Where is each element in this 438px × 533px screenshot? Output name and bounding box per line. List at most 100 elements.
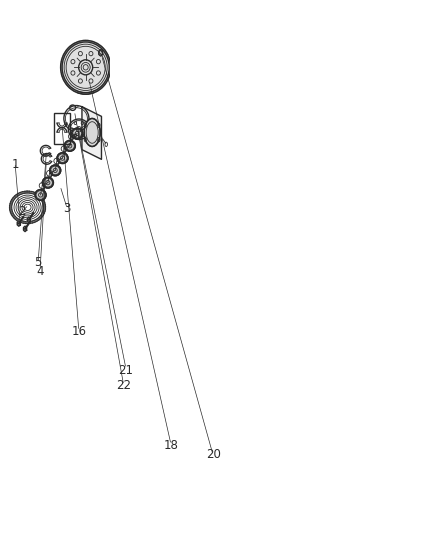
Polygon shape — [89, 92, 91, 94]
Polygon shape — [10, 203, 12, 205]
Polygon shape — [10, 209, 12, 211]
Polygon shape — [68, 47, 71, 49]
Polygon shape — [31, 191, 32, 193]
Polygon shape — [97, 44, 99, 46]
Polygon shape — [34, 220, 35, 222]
Text: 22: 22 — [116, 379, 131, 392]
Polygon shape — [76, 91, 78, 93]
Text: 1: 1 — [11, 158, 19, 171]
Polygon shape — [82, 41, 84, 42]
Polygon shape — [18, 220, 21, 222]
Polygon shape — [106, 54, 108, 56]
Polygon shape — [43, 210, 45, 212]
Polygon shape — [71, 88, 73, 90]
Polygon shape — [42, 200, 44, 202]
Polygon shape — [71, 44, 73, 46]
Polygon shape — [91, 92, 93, 93]
Polygon shape — [43, 204, 46, 205]
Polygon shape — [61, 69, 62, 71]
Polygon shape — [73, 43, 75, 45]
Polygon shape — [98, 88, 100, 90]
Polygon shape — [90, 41, 92, 43]
Polygon shape — [109, 64, 111, 66]
Ellipse shape — [62, 42, 109, 93]
Polygon shape — [35, 193, 36, 195]
Polygon shape — [67, 84, 68, 86]
Polygon shape — [102, 84, 104, 86]
Polygon shape — [61, 63, 62, 64]
Polygon shape — [22, 191, 23, 193]
Text: 2: 2 — [18, 205, 26, 218]
Polygon shape — [64, 53, 66, 55]
Polygon shape — [42, 212, 45, 214]
Polygon shape — [63, 77, 64, 79]
Polygon shape — [105, 81, 106, 83]
Polygon shape — [11, 199, 14, 201]
Ellipse shape — [64, 140, 75, 151]
Polygon shape — [13, 197, 15, 199]
Polygon shape — [108, 58, 110, 60]
Text: 21: 21 — [118, 364, 133, 377]
Polygon shape — [88, 92, 89, 94]
Polygon shape — [11, 213, 13, 214]
Polygon shape — [63, 55, 65, 57]
Polygon shape — [43, 202, 45, 204]
Polygon shape — [67, 49, 69, 50]
Text: 4: 4 — [36, 265, 44, 278]
Polygon shape — [68, 85, 70, 87]
Polygon shape — [30, 222, 31, 223]
Polygon shape — [12, 215, 14, 216]
Polygon shape — [15, 217, 17, 220]
Polygon shape — [86, 41, 88, 42]
Polygon shape — [109, 66, 111, 67]
Polygon shape — [10, 205, 12, 206]
Polygon shape — [95, 90, 96, 92]
Polygon shape — [109, 68, 111, 69]
Polygon shape — [109, 72, 110, 74]
Polygon shape — [103, 49, 105, 51]
Polygon shape — [102, 47, 103, 50]
Polygon shape — [61, 61, 63, 62]
Polygon shape — [17, 221, 20, 226]
Polygon shape — [85, 41, 86, 42]
Ellipse shape — [84, 118, 100, 147]
Polygon shape — [43, 206, 46, 207]
Polygon shape — [93, 91, 95, 93]
Polygon shape — [62, 57, 64, 59]
Polygon shape — [64, 80, 66, 83]
Polygon shape — [24, 191, 25, 193]
Polygon shape — [64, 79, 65, 80]
Polygon shape — [75, 43, 77, 44]
Polygon shape — [86, 93, 87, 94]
Polygon shape — [69, 86, 71, 88]
Polygon shape — [28, 222, 29, 224]
Polygon shape — [42, 214, 44, 215]
Polygon shape — [32, 221, 33, 223]
Polygon shape — [41, 198, 43, 200]
Polygon shape — [13, 216, 15, 218]
Polygon shape — [21, 221, 22, 223]
Polygon shape — [39, 217, 41, 219]
Polygon shape — [103, 83, 106, 85]
Polygon shape — [18, 193, 20, 195]
Polygon shape — [96, 90, 98, 91]
Polygon shape — [94, 42, 95, 44]
Polygon shape — [10, 207, 11, 208]
Polygon shape — [95, 43, 97, 45]
Polygon shape — [65, 52, 67, 53]
Polygon shape — [65, 82, 67, 84]
Polygon shape — [81, 41, 82, 43]
Polygon shape — [10, 211, 12, 213]
Polygon shape — [99, 87, 101, 89]
Ellipse shape — [35, 190, 46, 200]
Polygon shape — [82, 92, 83, 94]
Polygon shape — [62, 75, 64, 77]
Polygon shape — [26, 191, 28, 193]
Polygon shape — [105, 52, 107, 54]
Ellipse shape — [57, 153, 68, 164]
Polygon shape — [88, 41, 90, 42]
Polygon shape — [17, 219, 19, 221]
Ellipse shape — [72, 128, 83, 139]
Polygon shape — [107, 56, 109, 58]
Polygon shape — [23, 221, 25, 223]
